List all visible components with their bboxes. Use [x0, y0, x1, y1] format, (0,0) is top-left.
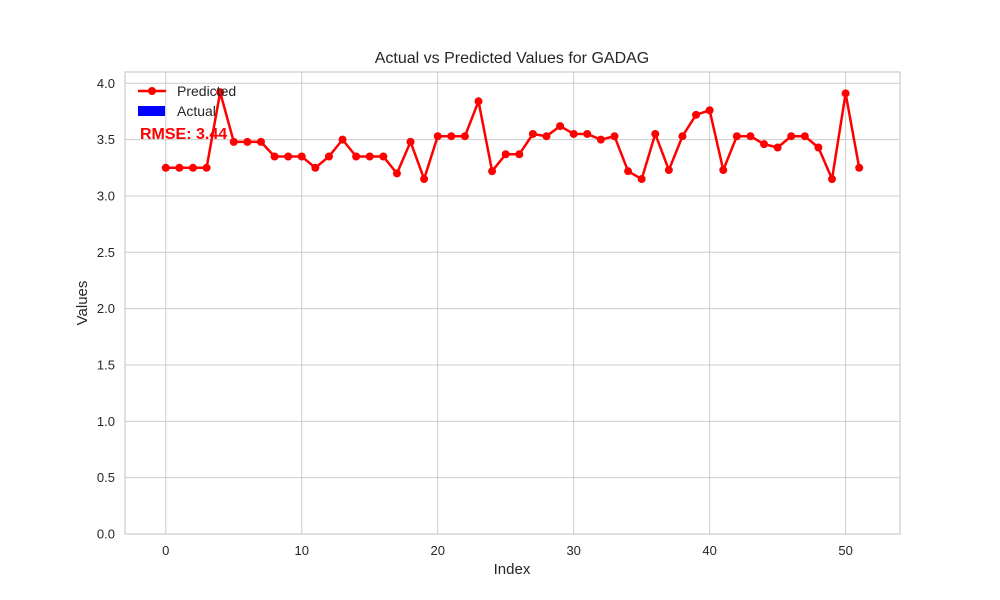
predicted-point	[814, 143, 823, 152]
legend: Predicted Actual	[138, 83, 236, 119]
predicted-point	[270, 152, 279, 161]
grid	[125, 72, 900, 535]
predicted-point	[760, 140, 769, 149]
predicted-point	[596, 135, 605, 144]
y-tick-label: 0.0	[97, 527, 115, 542]
y-tick-label: 3.0	[97, 188, 115, 203]
predicted-point	[800, 132, 809, 141]
predicted-point	[624, 167, 633, 176]
predicted-point	[610, 132, 619, 141]
predicted-point	[569, 129, 578, 138]
x-axis-label: Index	[494, 561, 531, 578]
predicted-point	[855, 163, 864, 172]
predicted-point	[202, 163, 211, 172]
predicted-point	[338, 135, 347, 144]
predicted-point	[447, 132, 456, 141]
x-tick-label: 0	[162, 543, 169, 558]
predicted-point	[528, 129, 537, 138]
predicted-point	[284, 152, 293, 161]
legend-predicted-label: Predicted	[177, 83, 236, 99]
series-layer	[161, 88, 864, 184]
predicted-point	[311, 163, 320, 172]
y-tick-label: 4.0	[97, 76, 115, 91]
predicted-point	[746, 132, 755, 141]
y-tick-label: 3.5	[97, 132, 115, 147]
plot-area	[124, 71, 901, 535]
y-tick-label: 1.0	[97, 414, 115, 429]
predicted-point	[583, 129, 592, 138]
predicted-point	[637, 175, 646, 184]
predicted-point	[488, 167, 497, 176]
legend-actual-swatch	[138, 106, 165, 116]
y-tick-label: 1.5	[97, 357, 115, 372]
x-tick-labels: 0 10 20 30 40 50	[162, 543, 853, 558]
predicted-point	[352, 152, 361, 161]
predicted-point	[392, 169, 401, 178]
y-tick-label: 0.5	[97, 470, 115, 485]
predicted-point	[365, 152, 374, 161]
predicted-point	[501, 150, 510, 159]
predicted-point	[556, 122, 565, 131]
y-tick-label: 2.0	[97, 301, 115, 316]
predicted-point	[420, 175, 429, 184]
x-tick-label: 20	[430, 543, 444, 558]
predicted-point	[324, 152, 333, 161]
y-tick-label: 2.5	[97, 245, 115, 260]
x-tick-label: 50	[838, 543, 852, 558]
predicted-point	[787, 132, 796, 141]
predicted-point	[828, 175, 837, 184]
predicted-point	[256, 137, 265, 146]
predicted-point	[406, 137, 415, 146]
predicted-point	[229, 137, 238, 146]
predicted-point	[297, 152, 306, 161]
x-tick-label: 40	[702, 543, 716, 558]
predicted-point	[732, 132, 741, 141]
y-tick-labels: 0.0 0.5 1.0 1.5 2.0 2.5 3.0 3.5 4.0	[97, 76, 115, 542]
rmse-annotation: RMSE: 3.44	[140, 126, 227, 143]
predicted-point	[216, 88, 225, 97]
predicted-point	[515, 150, 524, 159]
predicted-point	[460, 132, 469, 141]
predicted-point	[719, 166, 728, 175]
predicted-point	[474, 97, 483, 106]
predicted-point	[773, 143, 782, 152]
y-axis-label: Values	[74, 281, 91, 326]
x-tick-label: 10	[295, 543, 309, 558]
predicted-point	[379, 152, 388, 161]
legend-actual-label: Actual	[177, 103, 216, 119]
predicted-point	[188, 163, 197, 172]
predicted-point	[651, 129, 660, 138]
predicted-point	[692, 110, 701, 119]
x-tick-label: 30	[566, 543, 580, 558]
predicted-point	[243, 137, 252, 146]
predicted-series-line	[165, 91, 861, 181]
predicted-point	[433, 132, 442, 141]
predicted-point	[664, 166, 673, 175]
predicted-point	[161, 163, 170, 172]
predicted-point	[841, 89, 850, 98]
legend-predicted-marker	[148, 87, 156, 95]
predicted-point	[678, 132, 687, 141]
chart-title: Actual vs Predicted Values for GADAG	[375, 50, 649, 67]
predicted-point	[175, 163, 184, 172]
predicted-point	[705, 106, 714, 115]
predicted-point	[542, 132, 551, 141]
